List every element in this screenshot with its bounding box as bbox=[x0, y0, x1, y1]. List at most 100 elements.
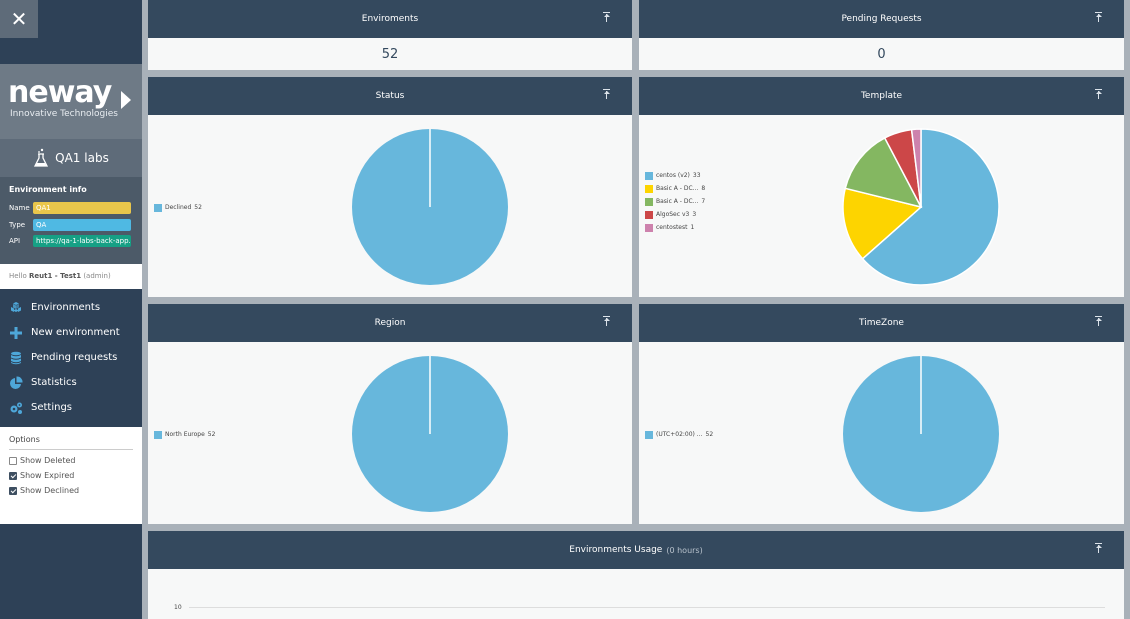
legend-swatch bbox=[645, 210, 653, 219]
status-panel: Status Declined 52 bbox=[148, 77, 632, 297]
env-api-row: API https://qa-1-labs-back-app.... bbox=[9, 235, 133, 247]
legend-swatch bbox=[154, 430, 162, 439]
close-button[interactable]: ✕ bbox=[0, 0, 38, 38]
panel-header: TimeZone bbox=[639, 304, 1124, 342]
logo-arrow-icon bbox=[121, 91, 131, 109]
user-greeting: Hello Reut1 - Test1 (admin) bbox=[0, 264, 142, 289]
env-api-label: API bbox=[9, 237, 21, 245]
timezone-legend: (UTC+02:00) ... 52 bbox=[645, 428, 713, 441]
logo-subtitle: Innovative Technologies bbox=[10, 109, 118, 119]
panel-header: Enviroments bbox=[148, 0, 632, 38]
legend-item[interactable]: AlgoSec v3 3 bbox=[645, 208, 705, 221]
cubes-icon bbox=[9, 301, 23, 315]
sidebar-item-new-environment[interactable]: New environment bbox=[0, 320, 142, 345]
show-deleted-option[interactable]: Show Deleted bbox=[9, 456, 133, 465]
panel-header: Region bbox=[148, 304, 632, 342]
option-label: Show Expired bbox=[20, 471, 75, 480]
panel-header: Status bbox=[148, 77, 632, 115]
pie-slice[interactable] bbox=[910, 128, 922, 208]
legend-value: 8 bbox=[701, 185, 706, 192]
env-type-row: Type QA bbox=[9, 219, 133, 231]
pie-slice[interactable] bbox=[844, 136, 923, 209]
chart-gridline bbox=[189, 607, 1105, 608]
sidebar-item-label: Settings bbox=[31, 402, 73, 413]
sidebar-item-settings[interactable]: Settings bbox=[0, 395, 142, 420]
pie-chart-icon bbox=[9, 375, 23, 390]
pin-icon[interactable] bbox=[1095, 12, 1104, 24]
legend-label: centos (v2) bbox=[656, 172, 690, 179]
panel-title: Region bbox=[374, 318, 406, 328]
pin-icon[interactable] bbox=[1095, 89, 1104, 101]
status-pie-chart bbox=[352, 129, 508, 285]
options-title: Options bbox=[9, 435, 133, 450]
legend-value: 1 bbox=[690, 224, 695, 231]
environments-count: 52 bbox=[381, 46, 399, 62]
env-type-label: Type bbox=[9, 221, 26, 229]
legend-item[interactable]: centos (v2) 33 bbox=[645, 169, 705, 182]
sidebar-item-label: Statistics bbox=[31, 377, 77, 388]
region-pie-chart bbox=[352, 356, 508, 512]
pin-icon[interactable] bbox=[1095, 316, 1104, 328]
template-legend: centos (v2) 33 Basic A - DC... 8 Basic A -… bbox=[645, 169, 705, 234]
legend-item[interactable]: Basic A - DC... 7 bbox=[645, 195, 705, 208]
pin-icon[interactable] bbox=[603, 12, 612, 24]
region-legend: North Europe 52 bbox=[154, 428, 215, 441]
show-expired-option[interactable]: Show Expired bbox=[9, 471, 133, 480]
show-expired-checkbox[interactable] bbox=[9, 471, 17, 480]
panel-header: Template bbox=[639, 77, 1124, 115]
sidebar-item-environments[interactable]: Environments bbox=[0, 295, 142, 320]
pending-requests-panel: Pending Requests 0 bbox=[639, 0, 1124, 70]
options-panel: Options Show Deleted Show Expired Show D… bbox=[0, 427, 142, 524]
legend-swatch bbox=[154, 203, 162, 212]
sidebar-item-label: Environments bbox=[31, 302, 101, 313]
legend-swatch bbox=[645, 197, 653, 206]
sidebar-item-label: New environment bbox=[31, 327, 120, 338]
panel-title: Environments Usage bbox=[569, 545, 663, 555]
user-name: Reut1 - Test1 bbox=[28, 272, 82, 280]
pie-slice[interactable] bbox=[861, 128, 1000, 286]
panel-title: Pending Requests bbox=[841, 14, 922, 24]
region-panel: Region North Europe 52 bbox=[148, 304, 632, 524]
sidebar: ✕ neway Innovative Technologies QA1 labs… bbox=[0, 0, 142, 619]
pin-icon[interactable] bbox=[603, 89, 612, 101]
pie-slice[interactable] bbox=[842, 187, 923, 260]
pin-icon[interactable] bbox=[1095, 543, 1104, 555]
legend-swatch bbox=[645, 171, 653, 180]
flask-icon bbox=[34, 148, 49, 167]
environments-count-panel: Enviroments 52 bbox=[148, 0, 632, 70]
legend-item[interactable]: (UTC+02:00) ... 52 bbox=[645, 428, 713, 441]
legend-item[interactable]: centostest 1 bbox=[645, 221, 705, 234]
env-name-label: Name bbox=[9, 204, 30, 212]
env-name-badge: QA1 bbox=[33, 202, 131, 214]
greeting-text: Hello bbox=[9, 272, 27, 280]
plus-icon bbox=[9, 326, 23, 340]
legend-item[interactable]: Basic A - DC... 8 bbox=[645, 182, 705, 195]
legend-label: Declined bbox=[165, 204, 192, 211]
sidebar-item-statistics[interactable]: Statistics bbox=[0, 370, 142, 395]
legend-label: (UTC+02:00) ... bbox=[656, 431, 703, 438]
database-icon bbox=[9, 351, 23, 365]
lab-name: QA1 labs bbox=[55, 151, 109, 165]
option-label: Show Deleted bbox=[20, 456, 76, 465]
legend-item[interactable]: North Europe 52 bbox=[154, 428, 215, 441]
show-deleted-checkbox[interactable] bbox=[9, 456, 17, 465]
legend-item[interactable]: Declined 52 bbox=[154, 201, 202, 214]
show-declined-checkbox[interactable] bbox=[9, 486, 17, 495]
pin-icon[interactable] bbox=[603, 316, 612, 328]
timezone-pie-chart bbox=[843, 356, 999, 512]
panel-header: Environments Usage (0 hours) bbox=[148, 531, 1124, 569]
sidebar-item-label: Pending requests bbox=[31, 352, 118, 363]
environment-info: Environment info Name QA1 Type QA API ht… bbox=[0, 177, 142, 264]
gears-icon bbox=[9, 401, 23, 415]
environments-usage-panel: Environments Usage (0 hours) 10 bbox=[148, 531, 1124, 619]
legend-swatch bbox=[645, 223, 653, 232]
show-declined-option[interactable]: Show Declined bbox=[9, 486, 133, 495]
timezone-panel: TimeZone (UTC+02:00) ... 52 bbox=[639, 304, 1124, 524]
y-tick-label: 10 bbox=[174, 604, 182, 611]
env-api-link[interactable]: https://qa-1-labs-back-app.... bbox=[33, 235, 131, 247]
legend-swatch bbox=[645, 430, 653, 439]
logo: neway Innovative Technologies bbox=[0, 64, 142, 139]
legend-label: AlgoSec v3 bbox=[656, 211, 690, 218]
sidebar-item-pending-requests[interactable]: Pending requests bbox=[0, 345, 142, 370]
legend-label: Basic A - DC... bbox=[656, 185, 699, 192]
